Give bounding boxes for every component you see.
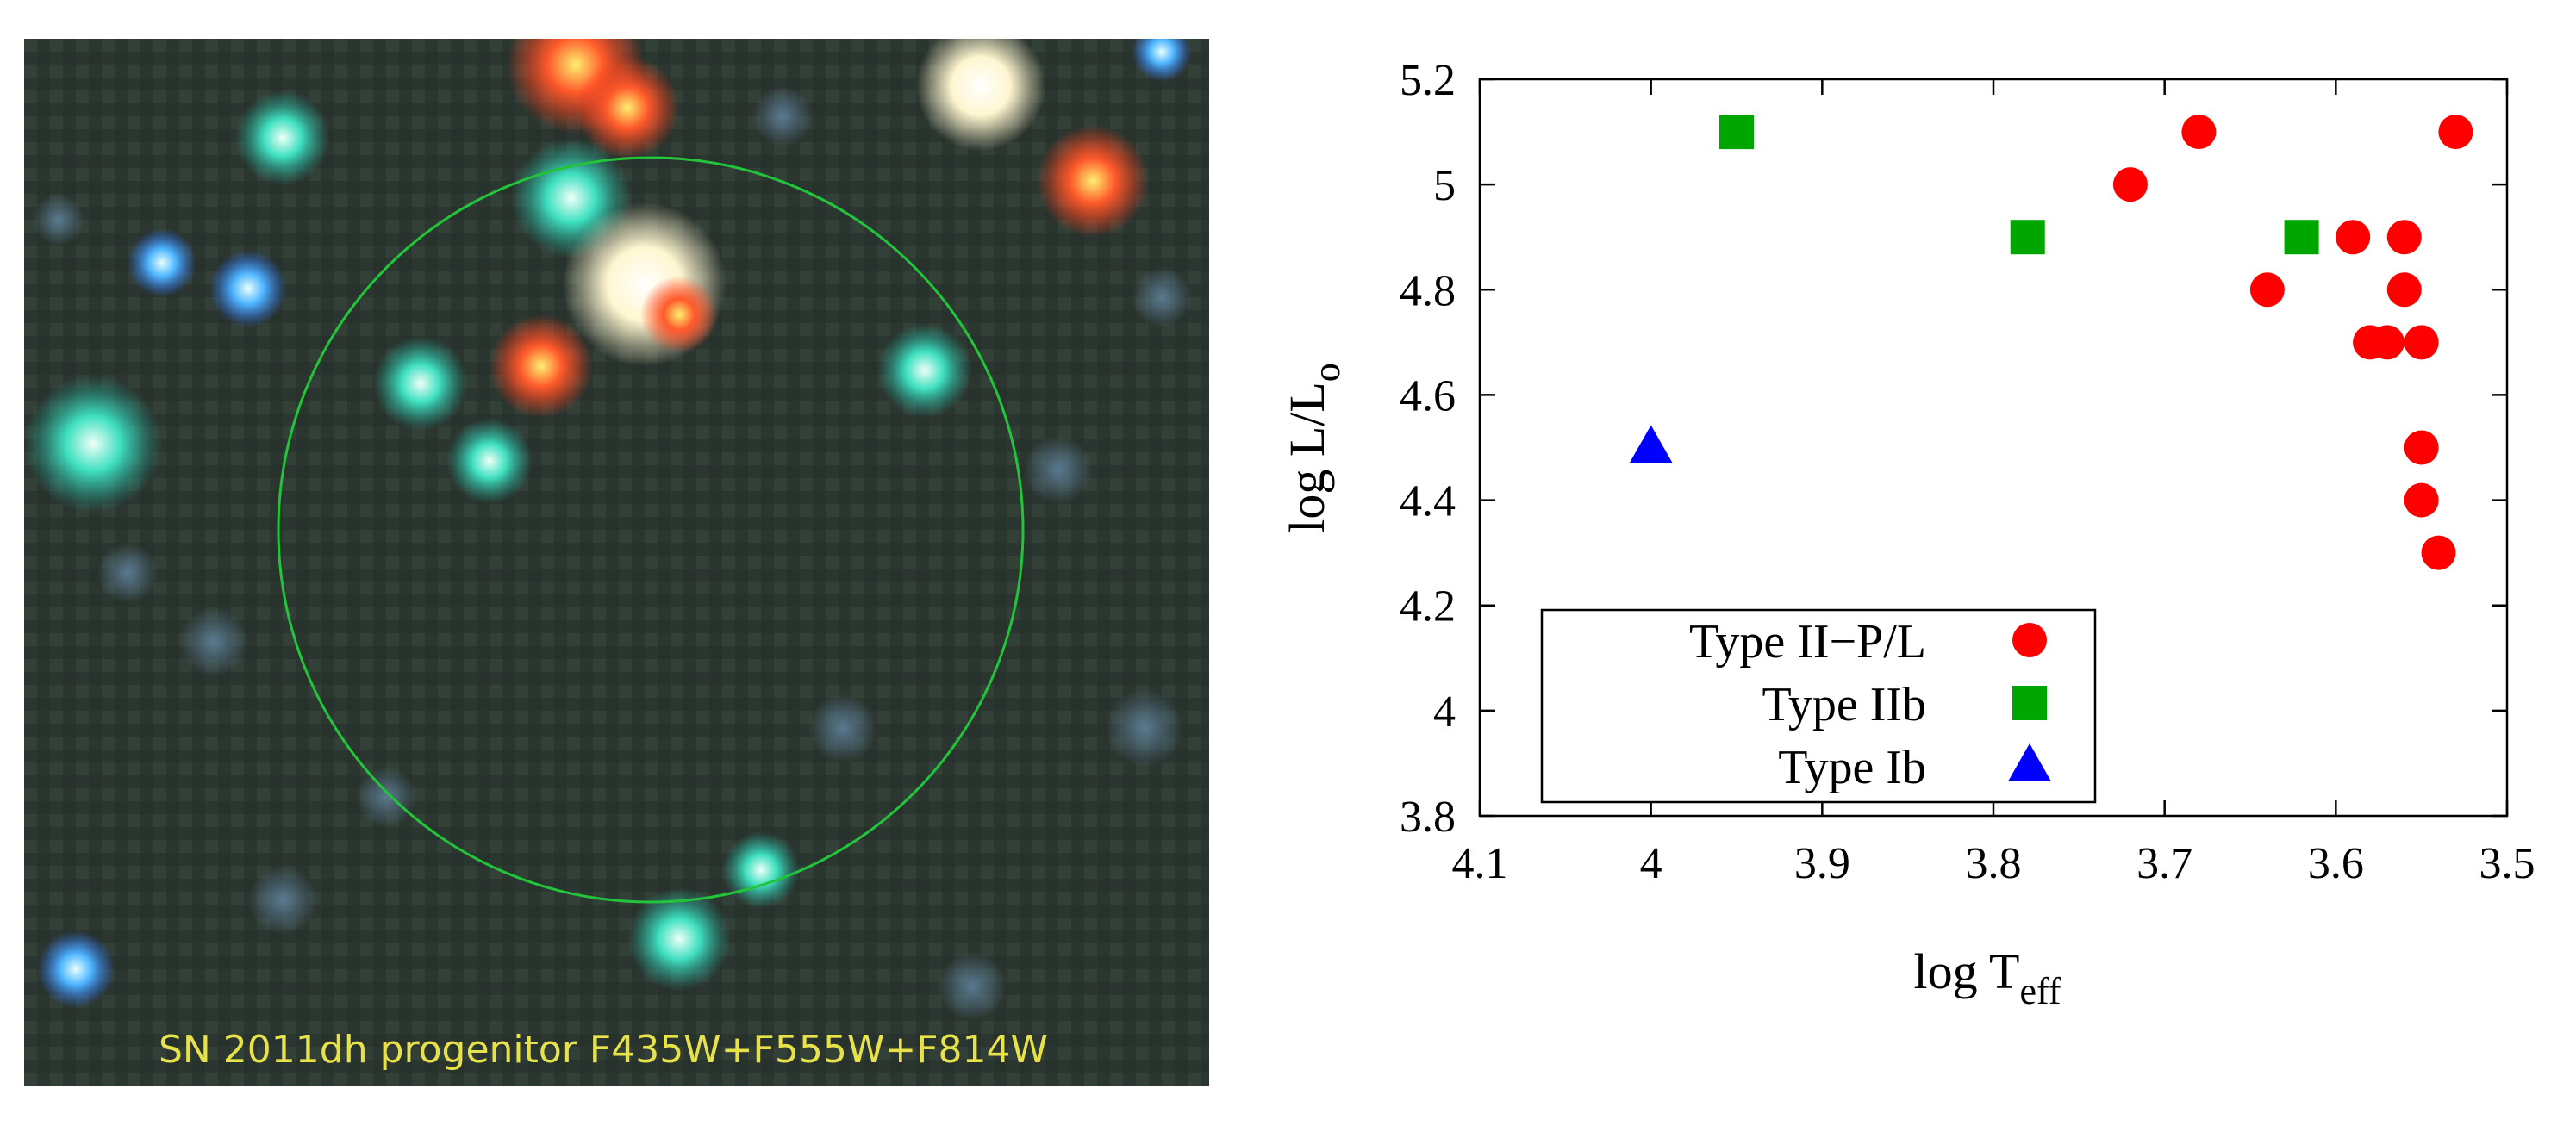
star xyxy=(33,194,84,246)
axis-ticks: 4.1 4 3.9 3.8 3.7 3.6 3.5 3.8 4 4.2 4.4 4.6 4.8 5 5.2 xyxy=(1400,56,2535,888)
progenitor-search-circle xyxy=(277,156,1025,904)
star xyxy=(752,86,813,146)
star xyxy=(490,314,593,418)
legend-label-type-iib: Type IIb xyxy=(1762,678,1926,731)
data-point-triangle xyxy=(1629,425,1673,463)
x-tick-label: 4 xyxy=(1640,839,1662,888)
star xyxy=(209,250,287,327)
data-point-circle xyxy=(2181,115,2217,150)
data-point-square xyxy=(1719,115,1754,150)
star xyxy=(576,56,679,159)
y-axis-label: log L/Lo xyxy=(1279,363,1348,533)
x-tick-label: 4.1 xyxy=(1452,839,1508,888)
data-point-circle xyxy=(2421,535,2456,570)
star xyxy=(446,418,533,504)
star xyxy=(627,887,731,991)
y-tick-label: 4 xyxy=(1433,687,1456,737)
star xyxy=(808,694,877,762)
x-tick-label: 3.9 xyxy=(1794,839,1850,888)
star xyxy=(97,543,158,603)
star xyxy=(1132,39,1192,82)
star xyxy=(1106,689,1183,767)
star xyxy=(37,930,115,1008)
image-caption: SN 2011dh progenitor F435W+F555W+F814W xyxy=(159,1028,1048,1072)
star xyxy=(640,276,718,353)
legend-label-type-ii-p-l: Type II−P/L xyxy=(1689,615,1926,669)
y-tick-label: 3.8 xyxy=(1400,793,1456,842)
y-tick-label: 5 xyxy=(1433,161,1456,210)
data-point-square xyxy=(2284,220,2319,255)
star xyxy=(128,228,196,297)
legend-markers xyxy=(2008,623,2051,781)
star xyxy=(1037,125,1149,237)
data-point-circle xyxy=(2386,220,2422,255)
data-point-circle xyxy=(2369,325,2404,360)
y-tick-label: 4.8 xyxy=(1400,266,1456,315)
data-point-circle xyxy=(2404,482,2439,518)
star-field xyxy=(24,39,1192,1021)
data-point-circle xyxy=(2249,272,2285,308)
data-point-circle xyxy=(2112,167,2148,202)
star xyxy=(1132,267,1192,327)
x-axis-label: log Teff xyxy=(1913,943,2061,1012)
y-tick-label: 4.2 xyxy=(1400,582,1456,631)
x-tick-label: 3.8 xyxy=(1966,839,2022,888)
star xyxy=(356,767,416,827)
data-point-circle xyxy=(2404,430,2439,465)
star xyxy=(179,607,248,676)
data-point-circle xyxy=(2404,325,2439,360)
data-point-square xyxy=(2010,220,2045,255)
x-tick-label: 3.7 xyxy=(2136,839,2192,888)
star xyxy=(235,90,330,185)
data-point-circle xyxy=(2336,220,2371,255)
star xyxy=(722,831,800,909)
star xyxy=(373,336,468,431)
data-point-circle xyxy=(2386,272,2422,308)
star xyxy=(248,866,317,935)
legend-label-type-ib: Type Ib xyxy=(1778,741,1926,794)
data-markers xyxy=(1629,115,2473,570)
y-tick-label: 4.6 xyxy=(1400,371,1456,420)
progenitor-image-panel: SN 2011dh progenitor F435W+F555W+F814W xyxy=(24,39,1209,1086)
legend-marker-square xyxy=(2012,686,2047,720)
legend-marker-circle xyxy=(2012,623,2047,657)
y-tick-label: 4.4 xyxy=(1400,477,1456,526)
legend: Type II−P/L Type IIb Type Ib xyxy=(1540,608,2097,804)
legend-box xyxy=(1540,608,2097,804)
y-tick-label: 5.2 xyxy=(1400,56,1456,105)
star xyxy=(24,375,162,513)
data-point-circle xyxy=(2438,115,2473,150)
star xyxy=(938,952,1007,1021)
star xyxy=(1024,435,1093,504)
legend-marker-triangle xyxy=(2008,743,2051,781)
x-tick-label: 3.5 xyxy=(2479,839,2535,888)
star xyxy=(916,39,1045,151)
x-tick-label: 3.6 xyxy=(2308,839,2364,888)
hr-diagram-chart: 4.1 4 3.9 3.8 3.7 3.6 3.53.844.24.44.64.855.2 … xyxy=(1279,56,2535,1012)
star xyxy=(877,323,972,418)
